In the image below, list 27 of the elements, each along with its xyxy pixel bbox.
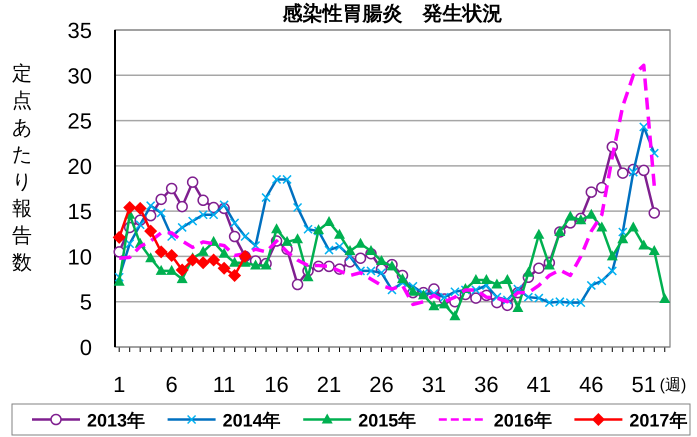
y-tick-label: 15 bbox=[68, 199, 92, 224]
x-tick-label: 41 bbox=[526, 372, 552, 397]
legend-label: 2014年 bbox=[222, 410, 281, 430]
legend-label: 2015年 bbox=[358, 410, 416, 430]
x-tick-label: 1 bbox=[113, 372, 126, 397]
y-tick-label: 10 bbox=[68, 244, 92, 270]
x-tick-label: 46 bbox=[579, 372, 604, 397]
x-tick-label: 51 bbox=[632, 372, 656, 397]
legend-label: 2016年 bbox=[494, 410, 552, 430]
legend-label: 2017年 bbox=[629, 410, 688, 430]
x-tick-label: 21 bbox=[316, 372, 342, 397]
legend-label: 2013年 bbox=[87, 410, 146, 430]
x-tick-label: 16 bbox=[264, 372, 289, 397]
chart-title: 感染性胃腸炎 発生状況 bbox=[282, 2, 502, 25]
x-tick-label: 36 bbox=[474, 372, 499, 397]
y-axis-title: 定点あたり報告数 bbox=[12, 63, 32, 274]
y-tick-label: 25 bbox=[68, 108, 92, 134]
y-tick-label: 20 bbox=[68, 154, 92, 179]
x-tick-label: 6 bbox=[166, 372, 178, 397]
y-tick-label: 30 bbox=[68, 63, 92, 88]
x-axis-title: (週) bbox=[660, 377, 686, 394]
y-tick-label: 35 bbox=[68, 18, 92, 43]
x-tick-label: 11 bbox=[212, 372, 236, 397]
x-tick-label: 31 bbox=[422, 372, 446, 397]
y-tick-label: 5 bbox=[80, 290, 92, 315]
x-tick-label: 26 bbox=[369, 372, 394, 397]
y-tick-label: 0 bbox=[80, 335, 92, 360]
